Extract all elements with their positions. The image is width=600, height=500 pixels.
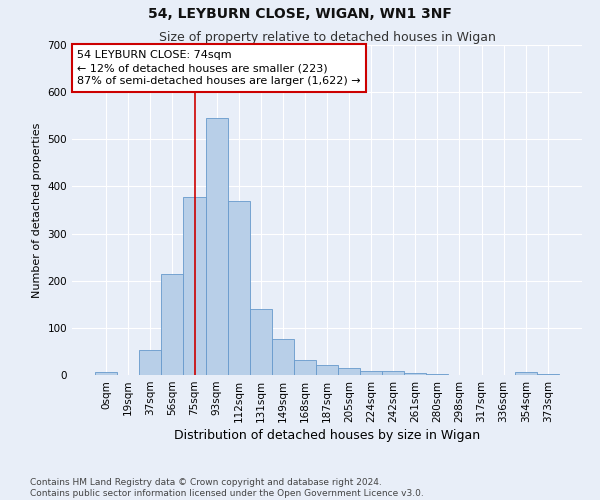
Bar [360, 371, 382, 375]
Bar [272, 338, 294, 375]
Bar [404, 372, 427, 375]
Bar [515, 372, 537, 375]
Bar [227, 200, 250, 375]
Text: 54, LEYBURN CLOSE, WIGAN, WN1 3NF: 54, LEYBURN CLOSE, WIGAN, WN1 3NF [148, 8, 452, 22]
Y-axis label: Number of detached properties: Number of detached properties [32, 122, 42, 298]
Bar [316, 365, 338, 375]
Bar [161, 274, 184, 375]
Text: Contains HM Land Registry data © Crown copyright and database right 2024.
Contai: Contains HM Land Registry data © Crown c… [30, 478, 424, 498]
Bar [184, 197, 206, 375]
Bar [294, 360, 316, 375]
Title: Size of property relative to detached houses in Wigan: Size of property relative to detached ho… [158, 31, 496, 44]
Bar [382, 371, 404, 375]
Bar [338, 368, 360, 375]
Bar [206, 118, 227, 375]
Bar [139, 350, 161, 375]
Bar [537, 374, 559, 375]
Bar [250, 309, 272, 375]
X-axis label: Distribution of detached houses by size in Wigan: Distribution of detached houses by size … [174, 429, 480, 442]
Bar [427, 374, 448, 375]
Text: 54 LEYBURN CLOSE: 74sqm
← 12% of detached houses are smaller (223)
87% of semi-d: 54 LEYBURN CLOSE: 74sqm ← 12% of detache… [77, 50, 361, 86]
Bar [95, 372, 117, 375]
